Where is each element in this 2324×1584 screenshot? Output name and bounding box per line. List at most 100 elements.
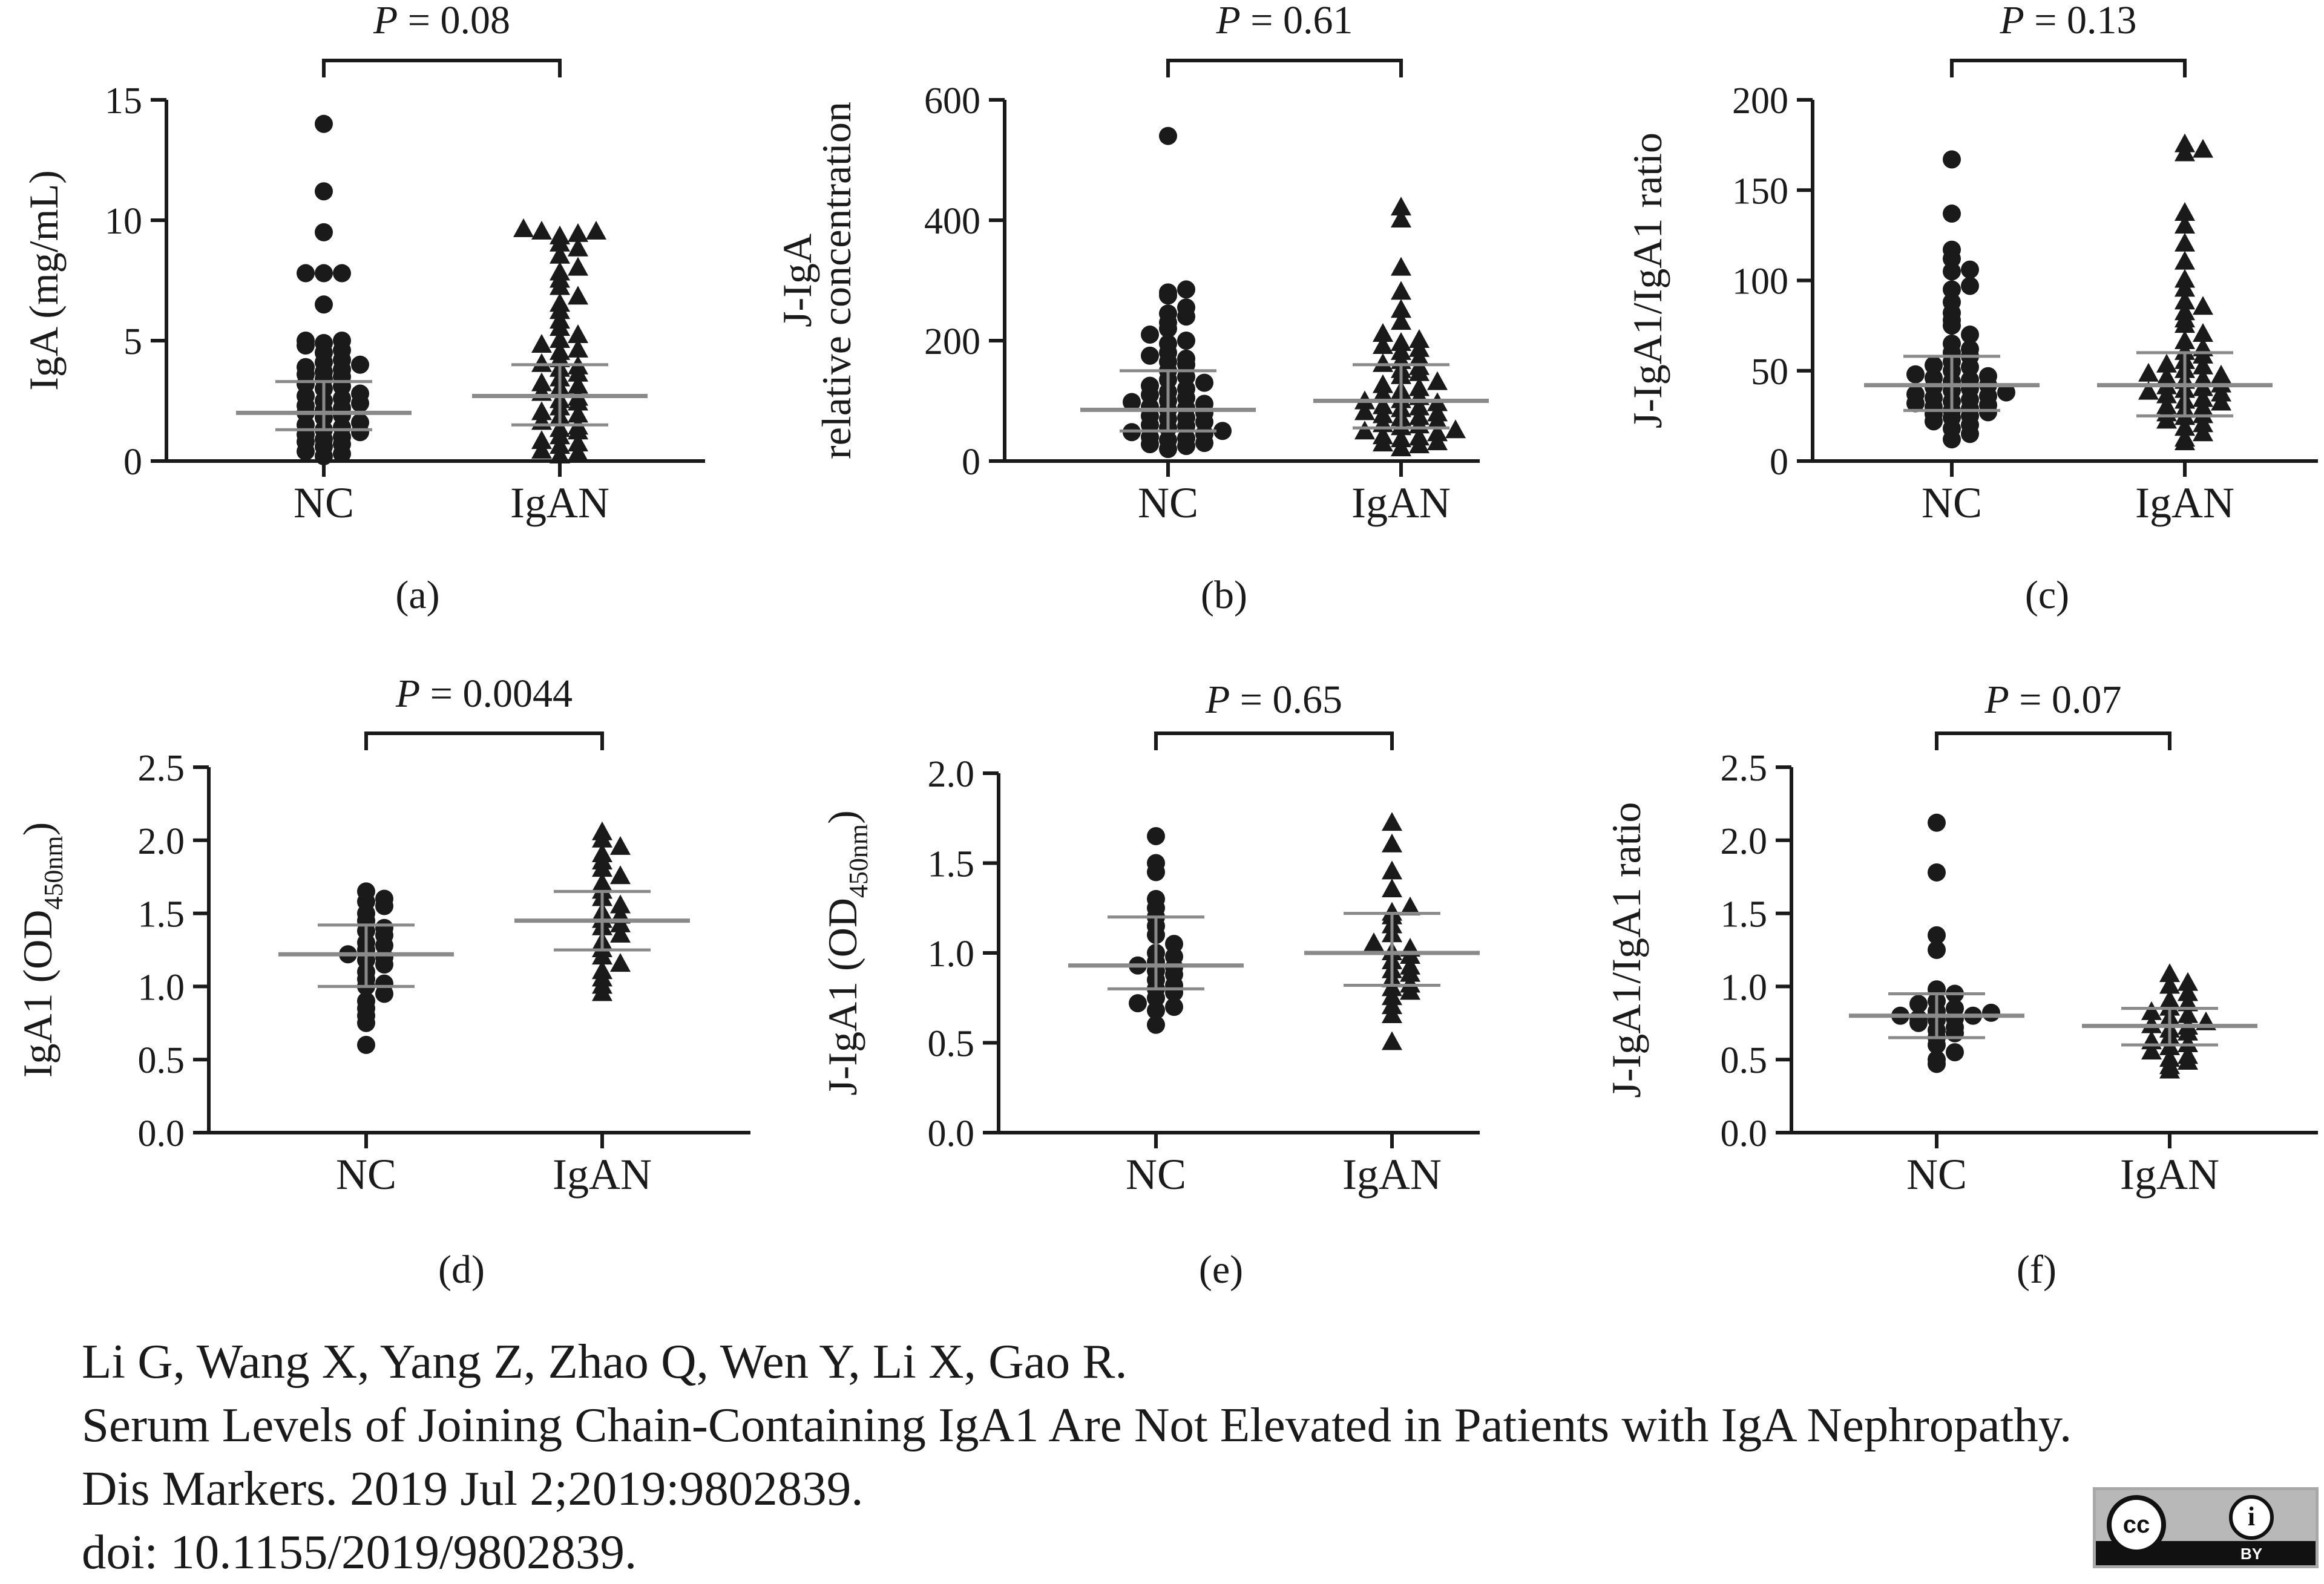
p-value-symbol: P bbox=[1999, 0, 2024, 42]
p-value-label: P = 0.13 bbox=[1999, 0, 2136, 42]
data-point-igan bbox=[1400, 955, 1420, 975]
data-point-nc bbox=[1943, 280, 1961, 299]
data-point-nc bbox=[1925, 356, 1943, 375]
attribution-person-icon: i bbox=[2229, 1495, 2274, 1540]
data-point-nc bbox=[1177, 349, 1195, 368]
data-point-igan bbox=[550, 418, 570, 437]
data-point-igan bbox=[1409, 406, 1430, 425]
x-category-label: NC bbox=[1906, 1150, 1967, 1199]
data-point-nc bbox=[1943, 150, 1961, 169]
data-point-nc bbox=[1141, 376, 1159, 395]
data-point-nc bbox=[1123, 393, 1141, 411]
data-point-nc bbox=[357, 882, 375, 901]
y-tick-label: 1.0 bbox=[928, 934, 975, 975]
data-point-igan bbox=[568, 237, 588, 257]
data-point-igan bbox=[592, 872, 612, 892]
data-point-igan bbox=[550, 244, 570, 264]
data-point-igan bbox=[2175, 250, 2195, 270]
y-tick-label: 5 bbox=[123, 321, 142, 362]
data-point-igan bbox=[2175, 214, 2195, 234]
data-point-igan bbox=[568, 442, 588, 462]
x-category-label: IgAN bbox=[1351, 479, 1451, 527]
y-tick-label: 0 bbox=[962, 442, 980, 483]
data-point-igan bbox=[1409, 427, 1430, 446]
y-axis-label-line: J-IgA1/IgA1 ratio bbox=[1603, 802, 1649, 1098]
data-point-nc bbox=[1946, 1043, 1964, 1062]
data-point-igan bbox=[2193, 355, 2213, 375]
y-tick-label: 100 bbox=[1732, 261, 1788, 303]
data-point-igan bbox=[2175, 428, 2195, 447]
data-point-igan bbox=[1382, 833, 1402, 853]
p-value-number: = 0.07 bbox=[2009, 678, 2122, 722]
data-point-nc bbox=[1159, 126, 1177, 145]
significance-bracket bbox=[1154, 731, 1394, 750]
p-value-label: P = 0.0044 bbox=[395, 672, 573, 716]
data-point-igan bbox=[2178, 1004, 2198, 1023]
citation-journal: Dis Markers. 2019 Jul 2;2019:9802839. bbox=[82, 1461, 864, 1516]
data-point-igan bbox=[1400, 974, 1420, 993]
data-point-igan bbox=[2156, 353, 2177, 373]
data-point-nc bbox=[333, 332, 351, 350]
data-point-igan bbox=[1409, 377, 1430, 396]
panel-label: (b) bbox=[1201, 573, 1247, 617]
data-point-igan bbox=[550, 261, 570, 281]
x-category-label: IgAN bbox=[2120, 1150, 2219, 1199]
data-point-igan bbox=[2175, 269, 2195, 288]
chart-panel-c: 0 50 100 150 200 NC IgAN P = 0.13 (c) J-IgA1/IgA1… bbox=[1624, 0, 2318, 617]
data-point-igan bbox=[1445, 419, 1466, 439]
data-point-nc bbox=[1165, 947, 1183, 966]
data-point-nc bbox=[1147, 826, 1165, 845]
data-point-nc bbox=[1165, 998, 1183, 1016]
data-point-igan bbox=[2141, 1030, 2162, 1050]
data-point-igan bbox=[2138, 381, 2159, 400]
x-category-label: NC bbox=[336, 1150, 396, 1199]
data-point-nc bbox=[1943, 240, 1961, 259]
data-point-igan bbox=[2175, 290, 2195, 310]
data-point-igan bbox=[550, 310, 570, 329]
data-point-nc bbox=[315, 182, 333, 201]
y-axis-label-line: J-IgA1/IgA1 ratio bbox=[1624, 133, 1670, 428]
data-point-igan bbox=[1391, 281, 1411, 300]
y-tick-label: 2.0 bbox=[1721, 821, 1768, 862]
data-point-nc bbox=[1928, 863, 1946, 882]
data-point-nc bbox=[1928, 813, 1946, 832]
cc-by-license-badge[interactable]: cc i BY bbox=[2093, 1487, 2319, 1568]
y-tick-label: 400 bbox=[924, 201, 980, 242]
data-point-igan bbox=[513, 218, 534, 237]
data-point-nc bbox=[1147, 854, 1165, 872]
p-value-number: = 0.61 bbox=[1241, 0, 1353, 42]
data-point-igan bbox=[2175, 232, 2195, 252]
y-axis-label-line: J-IgA bbox=[774, 234, 820, 327]
data-point-igan bbox=[592, 843, 612, 862]
y-tick-label: 10 bbox=[105, 201, 142, 242]
y-tick-label: 1.5 bbox=[928, 844, 975, 885]
p-value-label: P = 0.61 bbox=[1215, 0, 1353, 42]
chart-panel-a: 0 5 10 15 NC IgAN P = 0.08 (a) IgA (mg/mL) bbox=[21, 0, 705, 617]
data-point-nc bbox=[1159, 334, 1177, 353]
data-point-nc bbox=[1147, 1015, 1165, 1034]
y-axis-label-line: IgA (mg/mL) bbox=[21, 170, 67, 391]
data-point-nc bbox=[315, 223, 333, 241]
data-point-nc bbox=[1177, 332, 1195, 350]
data-point-igan bbox=[1373, 374, 1393, 393]
citation-doi: doi: 10.1155/2019/9802839. bbox=[82, 1525, 637, 1579]
data-point-igan bbox=[1382, 812, 1402, 831]
p-value-symbol: P bbox=[1215, 0, 1240, 42]
data-point-igan bbox=[1373, 425, 1393, 445]
y-tick-label: 0 bbox=[1770, 442, 1788, 483]
panel-label: (a) bbox=[395, 573, 439, 617]
panel-label: (d) bbox=[438, 1248, 485, 1292]
data-point-nc bbox=[1177, 280, 1195, 299]
data-point-igan bbox=[2175, 133, 2195, 152]
data-point-igan bbox=[1373, 395, 1393, 414]
p-value-symbol: P bbox=[1205, 678, 1230, 722]
p-value-number: = 0.13 bbox=[2024, 0, 2137, 42]
data-point-nc bbox=[1165, 935, 1183, 954]
data-point-igan bbox=[2175, 417, 2195, 436]
data-point-nc bbox=[297, 332, 315, 350]
data-point-igan bbox=[550, 225, 570, 244]
data-point-nc bbox=[1141, 326, 1159, 344]
data-point-igan bbox=[610, 894, 631, 914]
y-tick-label: 50 bbox=[1751, 352, 1788, 393]
data-point-igan bbox=[531, 401, 552, 421]
